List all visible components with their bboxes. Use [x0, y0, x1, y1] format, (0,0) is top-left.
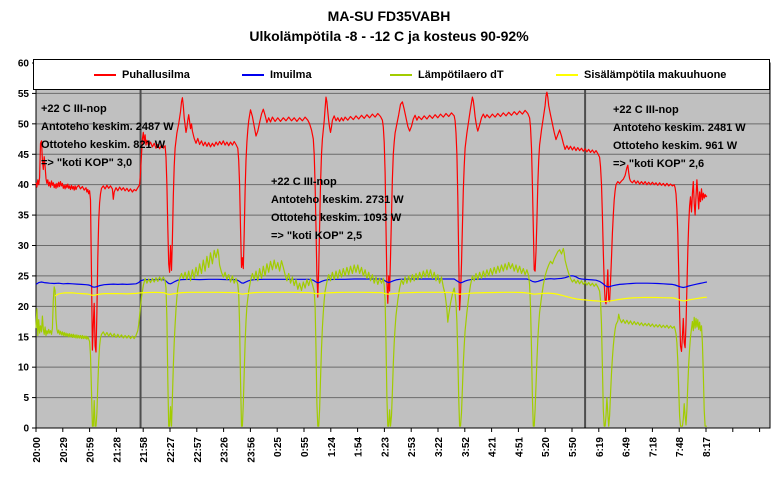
x-tick-label: 22:57 — [193, 437, 204, 463]
x-tick-label: 20:59 — [86, 437, 97, 463]
annotation-line: Ottoteho keskim. 961 W — [613, 140, 738, 152]
legend-line-marker — [390, 73, 412, 76]
x-tick-label: 5:50 — [568, 437, 579, 457]
x-tick-label: 0:55 — [300, 437, 311, 457]
x-tick-label: 8:17 — [702, 437, 713, 457]
annotation-block-1: +22 C III-nop Antoteho keskim. 2487 W Otto… — [41, 100, 174, 172]
y-tick-label: 30 — [18, 241, 30, 252]
x-tick-label: 3:22 — [434, 437, 445, 457]
legend-label: Imuilma — [270, 68, 312, 81]
legend-line-marker — [94, 73, 116, 76]
x-tick-label: 20:00 — [32, 437, 43, 463]
x-tick-label: 4:21 — [488, 437, 499, 457]
x-tick-label: 22:27 — [166, 437, 177, 463]
x-tick-label: 0:25 — [273, 437, 284, 457]
annotation-block-3: +22 C III-nop Antoteho keskim. 2481 W Otto… — [613, 101, 746, 173]
x-tick-label: 5:20 — [541, 437, 552, 457]
x-tick-label: 21:28 — [112, 437, 123, 463]
y-tick-label: 50 — [18, 119, 30, 130]
x-tick-label: 21:58 — [139, 437, 150, 463]
legend-item-sis-l-mp-tila-makuuhuone: Sisälämpötila makuuhuone — [556, 60, 726, 89]
x-tick-label: 7:18 — [648, 437, 659, 457]
x-tick-label: 23:26 — [220, 437, 231, 463]
x-tick-label: 4:51 — [514, 437, 525, 457]
y-tick-label: 5 — [23, 393, 29, 404]
legend-item-puhallusilma: Puhallusilma — [94, 60, 190, 89]
series-l-mp-tilaero-dt — [35, 247, 707, 427]
x-tick-label: 2:23 — [380, 437, 391, 457]
annotation-line: Antoteho keskim. 2731 W — [271, 194, 404, 206]
y-tick-label: 55 — [18, 89, 30, 100]
x-tick-label: 6:19 — [595, 437, 606, 457]
annotation-line: Ottoteho keskim. 1093 W — [271, 212, 402, 224]
y-tick-label: 10 — [18, 363, 30, 374]
chart-title: MA-SU FD35VABH — [327, 8, 451, 24]
series-imuilma — [35, 275, 707, 289]
y-tick-label: 45 — [18, 150, 30, 161]
y-tick-label: 60 — [18, 59, 30, 70]
series-sis-l-mp-tila-makuuhuone — [54, 291, 707, 303]
legend-label: Lämpötilaero dT — [418, 68, 504, 81]
annotation-line: +22 C III-nop — [613, 104, 679, 116]
series-puhallusilma — [35, 91, 708, 353]
x-tick-label: 23:56 — [246, 437, 257, 463]
x-tick-label: 7:48 — [675, 437, 686, 457]
x-tick-label: 20:29 — [59, 437, 70, 463]
y-tick-label: 20 — [18, 302, 30, 313]
annotation-line: => "koti KOP" 3,0 — [41, 157, 133, 169]
y-tick-label: 25 — [18, 271, 30, 282]
x-tick-label: 1:54 — [354, 437, 365, 457]
annotation-line: Antoteho keskim. 2487 W — [41, 121, 174, 133]
legend-line-marker — [556, 73, 578, 76]
y-tick-label: 15 — [18, 332, 30, 343]
legend-item-l-mp-tilaero-dt: Lämpötilaero dT — [390, 60, 504, 89]
x-tick-label: 2:53 — [407, 437, 418, 457]
legend-label: Sisälämpötila makuuhuone — [584, 68, 727, 81]
legend-item-imuilma: Imuilma — [242, 60, 312, 89]
legend-line-marker — [242, 73, 264, 76]
annotation-line: => "koti KOP" 2,5 — [271, 230, 363, 242]
legend: Puhallusilma Imuilma Lämpötilaero dT Sisälä… — [33, 59, 770, 90]
legend-label: Puhallusilma — [122, 68, 190, 81]
annotation-line: Antoteho keskim. 2481 W — [613, 122, 746, 134]
x-tick-label: 6:49 — [622, 437, 633, 457]
y-tick-label: 0 — [23, 424, 29, 435]
y-tick-label: 40 — [18, 180, 30, 191]
annotation-block-2: +22 C III-nop Antoteho keskim. 2731 W Otto… — [271, 173, 404, 245]
x-tick-label: 3:52 — [461, 437, 472, 457]
annotation-line: +22 C III-nop — [271, 176, 337, 188]
annotation-line: Ottoteho keskim. 821 W — [41, 139, 166, 151]
chart-subtitle: Ulkolämpötila -8 - -12 C ja kosteus 90-9… — [249, 28, 529, 44]
annotation-line: => "koti KOP" 2,6 — [613, 158, 705, 170]
y-tick-label: 35 — [18, 211, 30, 222]
annotation-line: +22 C III-nop — [41, 103, 107, 115]
x-tick-label: 1:24 — [327, 437, 338, 457]
